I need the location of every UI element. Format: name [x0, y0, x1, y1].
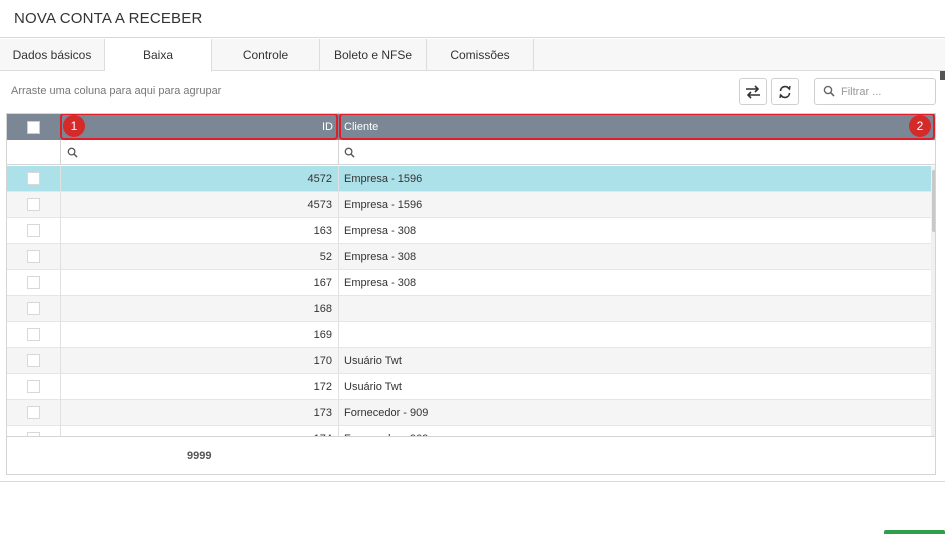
- table-row[interactable]: 167 Empresa - 308: [7, 270, 931, 296]
- cell-id[interactable]: 167: [313, 277, 332, 289]
- swap-columns-icon: [746, 84, 760, 99]
- cell-cliente[interactable]: Usuário Twt: [344, 355, 402, 367]
- column-header-cliente[interactable]: Cliente: [344, 121, 379, 133]
- filter-input[interactable]: [841, 84, 931, 100]
- refresh-icon: [779, 85, 791, 98]
- cliente-filter-search-icon[interactable]: [344, 147, 355, 158]
- cell-id[interactable]: 163: [313, 225, 332, 237]
- column-header-id[interactable]: ID: [322, 121, 333, 133]
- cell-cliente[interactable]: Empresa - 308: [344, 225, 417, 237]
- grid-summary-footer: 9999: [7, 436, 935, 474]
- table-row[interactable]: 168: [7, 296, 931, 322]
- search-icon: [823, 85, 835, 97]
- table-row[interactable]: 169: [7, 322, 931, 348]
- table-row[interactable]: 174 Fornecedor - 909: [7, 426, 931, 436]
- cell-cliente[interactable]: Empresa - 1596: [344, 199, 423, 211]
- grid-filter-row: [7, 140, 935, 165]
- cell-id[interactable]: 174: [61, 426, 332, 436]
- tab-baixa[interactable]: Baixa: [105, 39, 212, 72]
- cell-cliente[interactable]: Empresa - 308: [344, 251, 417, 263]
- cell-cliente[interactable]: Usuário Twt: [344, 381, 402, 393]
- table-row[interactable]: 4573 Empresa - 1596: [7, 192, 931, 218]
- dialog-footer-divider: [0, 481, 945, 482]
- row-checkbox[interactable]: [27, 354, 40, 367]
- select-all-checkbox[interactable]: [27, 121, 40, 134]
- cell-id[interactable]: 172: [313, 381, 332, 393]
- row-checkbox[interactable]: [27, 250, 40, 263]
- row-checkbox[interactable]: [27, 172, 40, 185]
- cell-id[interactable]: 168: [313, 303, 332, 315]
- row-checkbox[interactable]: [27, 432, 40, 436]
- cell-cliente[interactable]: [344, 296, 904, 322]
- cell-id[interactable]: 52: [319, 251, 332, 263]
- annotation-badge-1: 1: [63, 115, 85, 137]
- cell-cliente[interactable]: Fornecedor - 909: [344, 407, 429, 419]
- refresh-button[interactable]: [771, 78, 799, 105]
- table-row[interactable]: 163 Empresa - 308: [7, 218, 931, 244]
- cell-id[interactable]: 173: [313, 407, 332, 419]
- cell-cliente[interactable]: Fornecedor - 909: [344, 426, 904, 436]
- title-divider: [0, 37, 945, 38]
- data-grid: ID Cliente 1 2 4572 Empresa - 1596 4573 Emp…: [6, 113, 936, 475]
- action-button-edge[interactable]: [884, 530, 945, 534]
- row-checkbox[interactable]: [27, 198, 40, 211]
- row-checkbox[interactable]: [27, 328, 40, 341]
- table-row[interactable]: 52 Empresa - 308: [7, 244, 931, 270]
- filter-search-box[interactable]: [814, 78, 936, 105]
- cell-cliente[interactable]: [344, 322, 904, 348]
- tab-boleto-nfse[interactable]: Boleto e NFSe: [320, 39, 427, 71]
- tab-comissoes[interactable]: Comissões: [427, 39, 534, 71]
- table-row[interactable]: 172 Usuário Twt: [7, 374, 931, 400]
- column-chooser-button[interactable]: [739, 78, 767, 105]
- scrollbar-thumb[interactable]: [932, 170, 935, 232]
- grid-rows: 4572 Empresa - 1596 4573 Empresa - 1596 163 E…: [7, 166, 931, 436]
- cell-cliente[interactable]: Empresa - 308: [344, 277, 417, 289]
- row-checkbox[interactable]: [27, 302, 40, 315]
- row-checkbox[interactable]: [27, 224, 40, 237]
- summary-total: 9999: [187, 450, 212, 462]
- cell-id[interactable]: 4573: [307, 199, 332, 211]
- id-filter-search-icon[interactable]: [67, 147, 78, 158]
- row-checkbox[interactable]: [27, 276, 40, 289]
- row-checkbox[interactable]: [27, 380, 40, 393]
- cell-id[interactable]: 169: [313, 329, 332, 341]
- tab-bar: Dados básicos Baixa Controle Boleto e NF…: [0, 39, 945, 72]
- tab-controle[interactable]: Controle: [212, 39, 320, 71]
- grid-header: ID Cliente: [7, 114, 935, 140]
- table-row[interactable]: 4572 Empresa - 1596: [7, 166, 931, 192]
- cell-id[interactable]: 4572: [307, 173, 332, 185]
- dialog-title: NOVA CONTA A RECEBER: [14, 10, 203, 27]
- annotation-badge-2: 2: [909, 115, 931, 137]
- cell-cliente[interactable]: Empresa - 1596: [344, 173, 423, 185]
- cell-id[interactable]: 170: [313, 355, 332, 367]
- row-checkbox[interactable]: [27, 406, 40, 419]
- tab-dados-basicos[interactable]: Dados básicos: [0, 39, 105, 71]
- vertical-scrollbar[interactable]: [931, 166, 935, 436]
- table-row[interactable]: 170 Usuário Twt: [7, 348, 931, 374]
- group-panel-hint[interactable]: Arraste uma coluna para aqui para agrupa…: [11, 85, 222, 97]
- table-row[interactable]: 173 Fornecedor - 909: [7, 400, 931, 426]
